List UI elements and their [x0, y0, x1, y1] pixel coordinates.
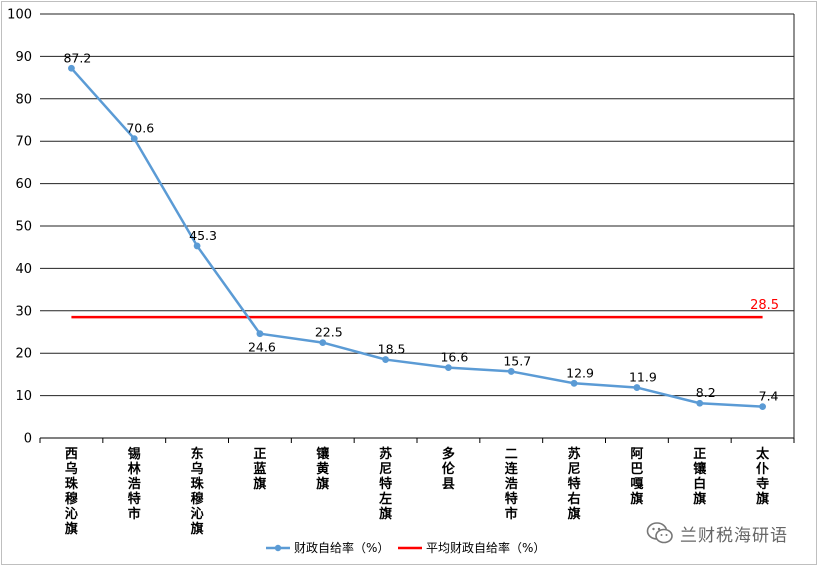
data-point — [696, 399, 704, 407]
y-tick-label: 100 — [7, 8, 32, 23]
data-point — [633, 384, 641, 391]
data-point — [445, 364, 452, 372]
data-label: 16.6 — [440, 350, 468, 365]
x-axis: 西乌珠穆沁旗 锡林浩特市 东乌珠穆沁旗 正蓝旗 镶黄旗 苏尼特左旗 多伦县 二连浩特市 苏尼特右… — [39, 438, 795, 537]
y-tick-label: 10 — [15, 389, 32, 404]
x-tick-label: 苏尼特右旗 — [567, 446, 581, 522]
x-tick-label: 东乌珠穆沁旗 — [191, 446, 205, 537]
data-label: 11.9 — [629, 370, 657, 385]
x-tick-label: 镶黄旗 — [316, 446, 330, 492]
legend: 财政自给率（%） 平均财政自给率（%） — [266, 540, 545, 555]
data-label: 15.7 — [503, 353, 531, 368]
data-label: 87.2 — [63, 50, 91, 65]
data-label: 45.3 — [189, 228, 217, 243]
main-series: 87.2 70.6 45.3 24.6 22.5 18.5 16.6 15.7 12.9 11.9… — [63, 50, 779, 411]
gridlines — [40, 13, 795, 439]
y-tick-label: 50 — [15, 220, 32, 235]
x-tick-label: 西乌珠穆沁旗 — [65, 447, 79, 537]
data-point — [570, 379, 578, 387]
y-tick-label: 80 — [15, 92, 32, 107]
average-data-label: 28.5 — [750, 298, 779, 313]
legend-swatch-marker — [274, 544, 282, 552]
y-tick-label: 90 — [15, 50, 32, 65]
x-tick-label: 正镶白旗 — [693, 447, 707, 507]
y-tick-label: 30 — [15, 304, 32, 319]
data-point — [507, 368, 515, 375]
data-label: 24.6 — [248, 340, 276, 355]
x-tick-label: 太仆寺旗 — [755, 446, 770, 507]
watermark: 兰财税海研语 — [646, 520, 788, 546]
x-tick-label: 二连浩特市 — [505, 447, 519, 522]
y-tick-label: 0 — [24, 432, 32, 447]
watermark-text: 兰财税海研语 — [680, 525, 788, 546]
data-label: 12.9 — [566, 365, 594, 380]
x-tick-label: 阿巴嘎旗 — [630, 447, 643, 507]
data-point — [319, 339, 327, 346]
x-tick-label: 多伦县 — [442, 446, 456, 492]
data-point — [256, 330, 264, 338]
wechat-icon — [646, 522, 673, 544]
data-label: 22.5 — [315, 325, 343, 340]
y-tick-label: 60 — [15, 177, 32, 192]
legend-entry-average: 平均财政自给率（%） — [426, 540, 545, 555]
series-line — [70, 67, 763, 408]
x-tick-label: 苏尼特左旗 — [379, 446, 392, 522]
legend-entry-rate: 财政自给率（%） — [294, 540, 389, 555]
x-tick-label: 正蓝旗 — [253, 447, 266, 492]
y-tick-label: 70 — [15, 135, 32, 150]
data-label: 70.6 — [126, 121, 154, 136]
data-label: 8.2 — [696, 385, 716, 400]
data-point — [130, 135, 138, 143]
data-label: 7.4 — [759, 389, 779, 404]
average-line-series: 28.5 — [71, 298, 779, 319]
x-tick-label: 锡林浩特市 — [128, 446, 141, 522]
y-tick-label: 20 — [15, 347, 32, 362]
y-axis: 0 10 20 30 40 50 60 70 80 90 100 — [7, 8, 32, 447]
data-label: 18.5 — [378, 342, 406, 357]
y-tick-label: 40 — [15, 262, 32, 277]
data-point — [759, 403, 766, 411]
data-point — [193, 242, 201, 250]
data-point — [382, 356, 389, 363]
data-point — [68, 64, 75, 72]
